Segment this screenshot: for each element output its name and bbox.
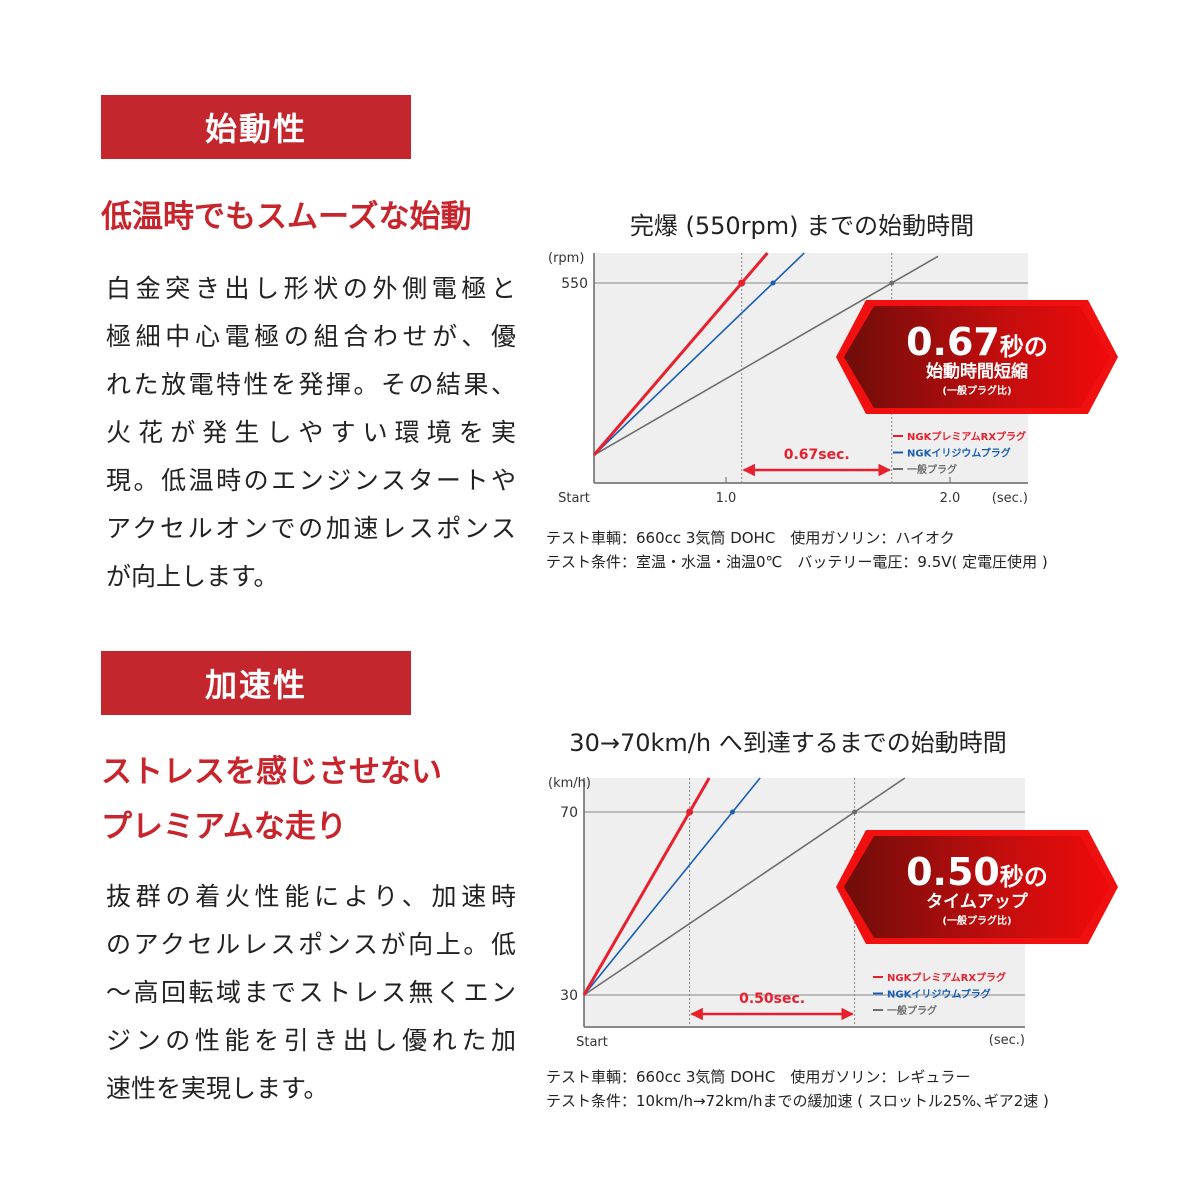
difference-label: 0.67sec. — [784, 447, 850, 463]
body-line: 抜群の着火性能により、加速時 — [106, 882, 516, 911]
x-start-label: Start — [558, 491, 590, 506]
series-line — [583, 777, 761, 996]
series-point — [889, 280, 895, 286]
legend-label: NGKイリジウムプラグ — [907, 447, 1011, 460]
body-line: ～高回転域までストレス無くエン — [106, 978, 516, 1007]
series-line — [592, 252, 769, 456]
badge-note: (一般プラグ比) — [942, 914, 1011, 927]
x-start-label: Start — [576, 1035, 608, 1050]
legend-label: 一般プラグ — [907, 463, 957, 476]
body-line: 現。低温時のエンジンスタートや — [106, 466, 516, 495]
section-heading: 低温時でもスムーズな始動 — [101, 199, 472, 235]
chart-starting-time: 550 1.0 2.0 (rpm) Start (sec.) 0.67sec. NGKプレミア… — [548, 251, 1118, 506]
body-line: ジンの性能を引き出し優れた加 — [106, 1026, 516, 1055]
body-line: のアクセルレスポンスが向上。低 — [106, 930, 516, 959]
chart-title: 完爆 (550rpm) までの始動時間 — [629, 212, 975, 240]
badge-hexagon — [844, 306, 1110, 408]
body-line: 白金突き出し形状の外側電極と — [106, 274, 516, 303]
series-point — [730, 809, 735, 815]
body-line: れた放電特性を発揮。その結果、 — [106, 370, 516, 399]
series-line — [593, 255, 939, 456]
body-line: 火花が発生しやすい環境を実 — [106, 418, 516, 447]
difference-label: 0.50sec. — [739, 991, 805, 1007]
x-axis-label: (sec.) — [989, 1033, 1025, 1048]
y-tick-label: 550 — [561, 276, 588, 292]
x-axis-label: (sec.) — [992, 491, 1028, 506]
badge-value: 0.67秒の — [906, 320, 1048, 364]
heading-line: ストレスを感じさせない — [101, 754, 442, 790]
chart-title: 30→70km/h へ到達するまでの始動時間 — [569, 729, 1007, 757]
series-point — [770, 280, 776, 286]
body-line: アクセルオンでの加速レスポンス — [106, 514, 516, 543]
badge-hexagon — [844, 836, 1110, 938]
y-tick-label: 30 — [560, 988, 578, 1004]
y-tick-label: 70 — [560, 805, 578, 821]
legend-label: NGKプレミアムRXプラグ — [907, 430, 1026, 443]
section-body: 白金突き出し形状の外側電極と 極細中心電極の組合わせが、優 れた放電特性を発揮。… — [106, 265, 516, 601]
note-line: テスト条件：10km/h→72km/hまでの緩加速 ( スロットル25%､ギア2… — [546, 1092, 1049, 1110]
section-body: 抜群の着火性能により、加速時 のアクセルレスポンスが向上。低 ～高回転域までスト… — [106, 873, 516, 1113]
note-line: テスト車輌：660cc 3気筒 DOHC 使用ガソリン：ハイオク — [546, 529, 955, 547]
series-point — [852, 809, 858, 815]
section-header-starting: 始動性 — [101, 95, 411, 159]
legend-label: NGKプレミアムRXプラグ — [887, 971, 1006, 984]
body-line: 極細中心電極の組合わせが、優 — [106, 322, 516, 351]
series-line — [593, 252, 805, 456]
note-line: テスト車輌：660cc 3気筒 DOHC 使用ガソリン：レギュラー — [546, 1068, 971, 1086]
x-tick-label: 2.0 — [940, 491, 961, 506]
y-axis-label: (km/h) — [548, 776, 591, 791]
chart-acceleration-time: 30 70 (km/h) Start (sec.) 0.50sec. NGKプレミアムRXプ… — [548, 776, 1118, 1050]
legend-label: 一般プラグ — [887, 1004, 937, 1017]
series-line — [583, 777, 906, 996]
body-line: が向上します。 — [106, 562, 279, 591]
legend-label: NGKイリジウムプラグ — [887, 988, 991, 1001]
section-header-acceleration: 加速性 — [101, 651, 411, 715]
badge-caption: 始動時間短縮 — [926, 361, 1028, 382]
y-axis-label: (rpm) — [548, 251, 584, 266]
test-notes: テスト車輌：660cc 3気筒 DOHC 使用ガソリン：ハイオク テスト条件：室… — [546, 526, 1048, 574]
series-point — [738, 279, 746, 287]
x-tick-label: 1.0 — [716, 491, 737, 506]
section-heading: ストレスを感じさせない プレミアムな走り — [101, 745, 442, 855]
badge-caption: タイムアップ — [926, 891, 1029, 912]
series-point — [686, 808, 694, 816]
badge-note: (一般プラグ比) — [942, 384, 1011, 397]
test-notes: テスト車輌：660cc 3気筒 DOHC 使用ガソリン：レギュラー テスト条件：… — [546, 1065, 1049, 1113]
body-line: 速性を実現します。 — [106, 1074, 329, 1103]
badge-value: 0.50秒の — [906, 850, 1048, 894]
note-line: テスト条件：室温・水温・油温0℃ バッテリー電圧：9.5V( 定電圧使用 ) — [546, 553, 1048, 571]
heading-line: プレミアムな走り — [101, 809, 347, 845]
